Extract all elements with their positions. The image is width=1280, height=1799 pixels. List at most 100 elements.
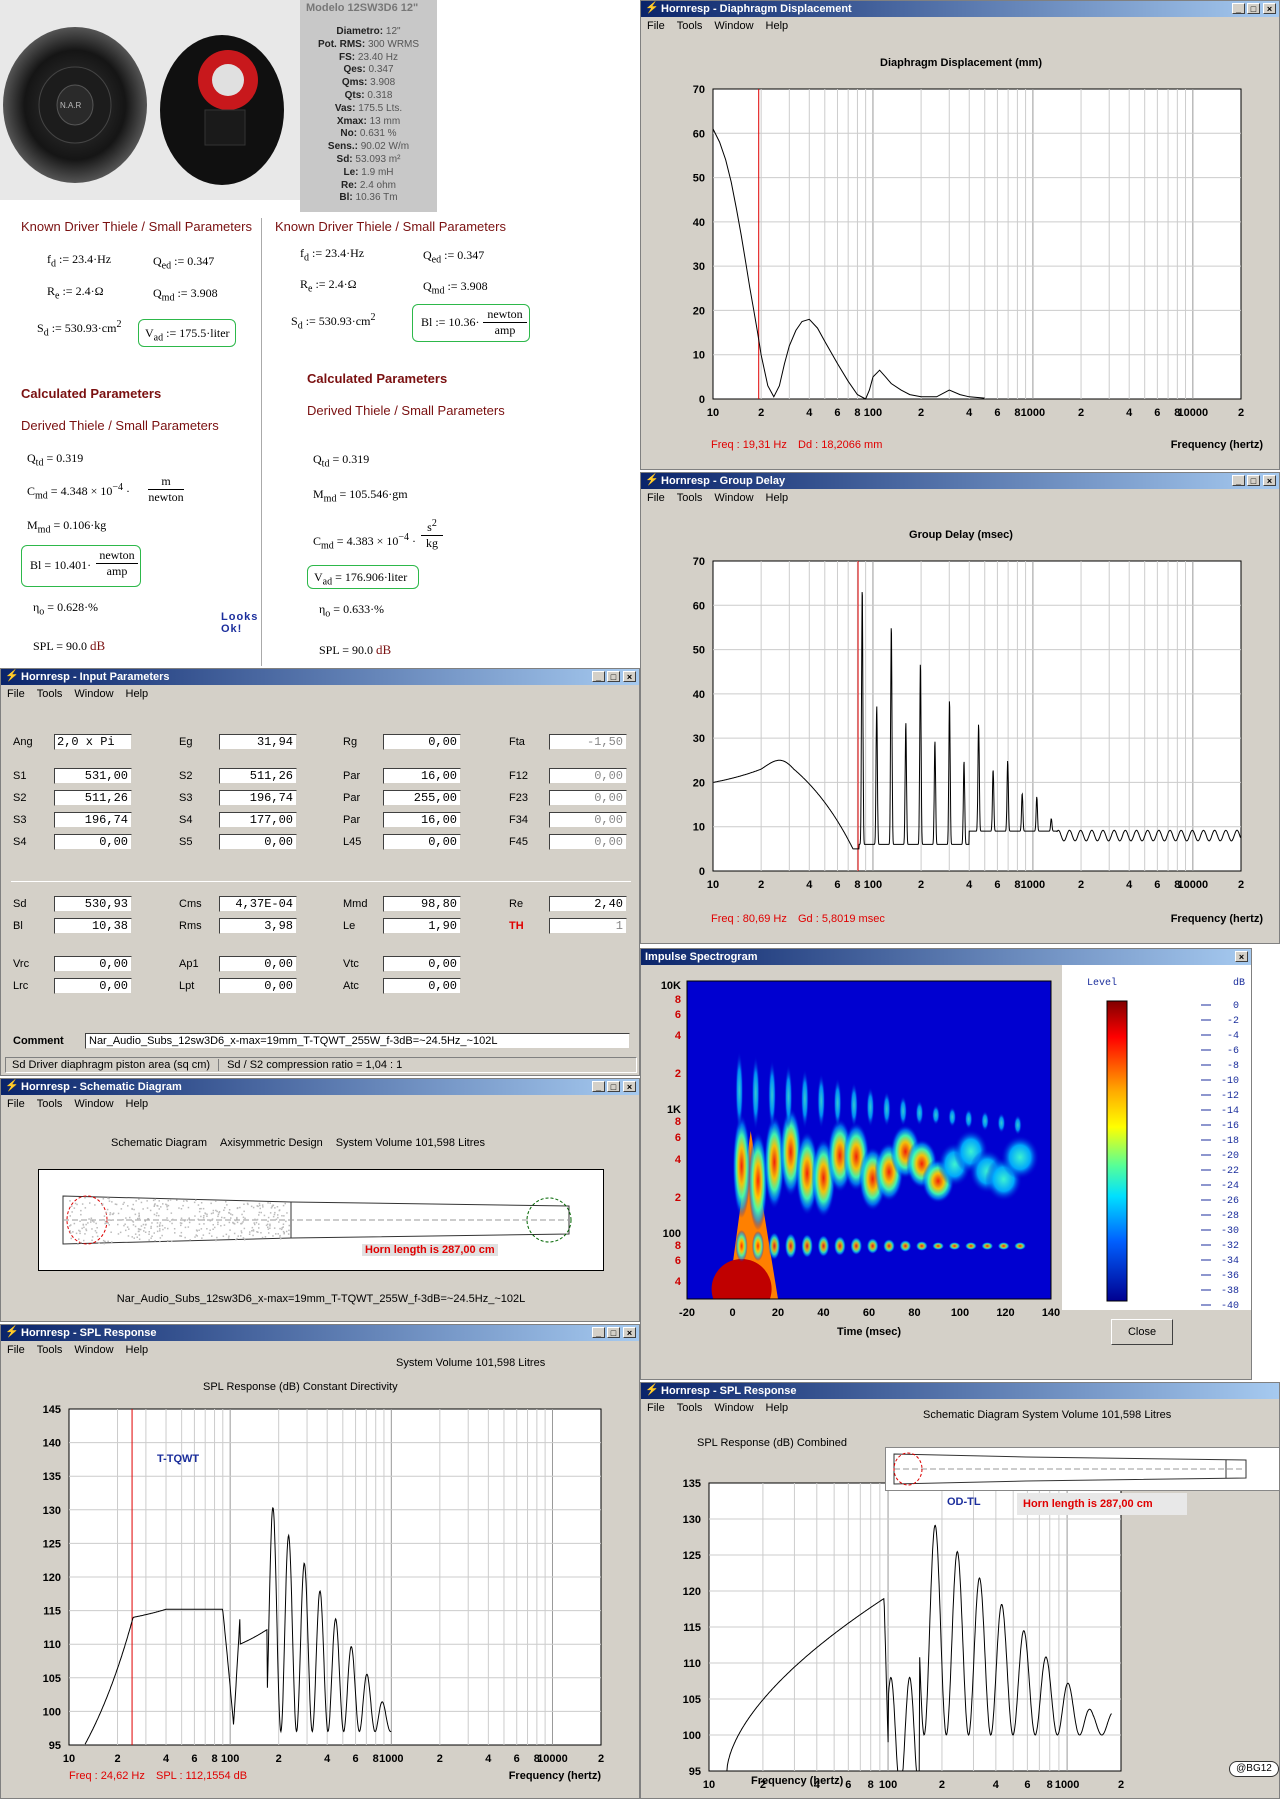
menu-help[interactable]: Help (126, 1098, 149, 1110)
param-field-lrc[interactable]: 0,00 (54, 978, 132, 994)
param-field-sd[interactable]: 530,93 (54, 896, 132, 912)
close-spectrogram-button[interactable]: Close (1111, 1319, 1173, 1345)
spl-value: SPL = 90.0 dB (33, 638, 105, 654)
stuffing-dot (233, 1223, 235, 1225)
param-field-ang[interactable]: 2,0 x Pi (54, 734, 132, 750)
param-field-mmd[interactable]: 98,80 (383, 896, 461, 912)
stuffing-dot (102, 1219, 104, 1221)
y-tick-label: 50 (693, 173, 705, 185)
stuffing-dot (215, 1200, 217, 1202)
param-field-ap1[interactable]: 0,00 (219, 956, 297, 972)
stuffing-dot (107, 1197, 109, 1199)
close-button[interactable]: × (623, 671, 636, 682)
stuffing-dot (128, 1235, 130, 1237)
close-button[interactable]: × (623, 1081, 636, 1092)
menu-tools[interactable]: Tools (37, 688, 63, 700)
menu-file[interactable]: File (7, 1098, 25, 1110)
param-field-fta[interactable]: -1,50 (549, 734, 627, 750)
param-field-par[interactable]: 16,00 (383, 768, 461, 784)
stuffing-dot (285, 1203, 287, 1205)
minimize-button[interactable]: _ (592, 1081, 605, 1092)
param-field-s5[interactable]: 0,00 (219, 834, 297, 850)
comment-input[interactable]: Nar_Audio_Subs_12sw3D6_x-max=19mm_T-TQWT… (85, 1033, 630, 1049)
sd-value: Sd := 530.93·cm2 (37, 319, 121, 338)
x-tick-label: 1000 (1055, 1779, 1079, 1791)
x-tick-label: 4 (1126, 879, 1133, 891)
stuffing-dot (273, 1205, 275, 1207)
stuffing-dot (91, 1228, 93, 1230)
stuffing-dot (243, 1204, 245, 1206)
param-field-re[interactable]: 2,40 (549, 896, 627, 912)
x-tick-label: 60 (863, 1307, 875, 1319)
param-field-lpt[interactable]: 0,00 (219, 978, 297, 994)
stuffing-dot (242, 1221, 244, 1223)
stuffing-dot (203, 1208, 205, 1210)
y-tick-label: 8 (675, 1116, 681, 1128)
param-field-s1[interactable]: 531,00 (54, 768, 132, 784)
stuffing-dot (211, 1213, 213, 1215)
stuffing-dot (133, 1209, 135, 1211)
stuffing-dot (215, 1210, 217, 1212)
energy-streak (768, 1060, 776, 1130)
stuffing-dot (107, 1219, 109, 1221)
param-field-th[interactable]: 1 (549, 918, 627, 934)
x-tick-label: 4 (806, 879, 813, 891)
param-field-bl[interactable]: 10,38 (54, 918, 132, 934)
param-field-vrc[interactable]: 0,00 (54, 956, 132, 972)
stuffing-dot (159, 1230, 161, 1232)
stuffing-dot (105, 1221, 107, 1223)
param-field-par[interactable]: 255,00 (383, 790, 461, 806)
param-label: Cms (179, 896, 202, 912)
menu-window[interactable]: Window (74, 688, 113, 700)
param-field-f34[interactable]: 0,00 (549, 812, 627, 828)
stuffing-dot (150, 1226, 152, 1228)
maximize-button[interactable]: □ (607, 671, 620, 682)
menu-file[interactable]: File (7, 688, 25, 700)
stuffing-dot (258, 1223, 260, 1225)
param-field-cms[interactable]: 4,37E-04 (219, 896, 297, 912)
stuffing-dot (199, 1211, 201, 1213)
stuffing-dot (213, 1224, 215, 1226)
param-field-rms[interactable]: 3,98 (219, 918, 297, 934)
param-field-f45[interactable]: 0,00 (549, 834, 627, 850)
stuffing-dot (237, 1222, 239, 1224)
param-field-rg[interactable]: 0,00 (383, 734, 461, 750)
maximize-button[interactable]: □ (607, 1081, 620, 1092)
close-button[interactable]: × (1235, 951, 1248, 962)
stuffing-dot (148, 1234, 150, 1236)
param-field-f12[interactable]: 0,00 (549, 768, 627, 784)
param-field-l45[interactable]: 0,00 (383, 834, 461, 850)
stuffing-dot (80, 1214, 82, 1216)
param-field-s4[interactable]: 0,00 (54, 834, 132, 850)
energy-blob (899, 1240, 911, 1252)
stuffing-dot (92, 1236, 94, 1238)
y-tick-label: 125 (43, 1538, 61, 1550)
param-field-s2[interactable]: 511,26 (54, 790, 132, 806)
param-field-le[interactable]: 1,90 (383, 918, 461, 934)
derived-title: Derived Thiele / Small Parameters (21, 418, 219, 433)
param-field-s2[interactable]: 511,26 (219, 768, 297, 784)
param-field-eg[interactable]: 31,94 (219, 734, 297, 750)
menu-tools[interactable]: Tools (37, 1098, 63, 1110)
minimize-button[interactable]: _ (592, 671, 605, 682)
param-field-s3[interactable]: 196,74 (219, 790, 297, 806)
stuffing-dot (85, 1197, 87, 1199)
stuffing-dot (198, 1204, 200, 1206)
param-field-par[interactable]: 16,00 (383, 812, 461, 828)
stuffing-dot (220, 1225, 222, 1227)
x-tick-label: 100 (864, 879, 882, 891)
param-field-s4[interactable]: 177,00 (219, 812, 297, 828)
spec-row: Le: 1.9 mH (300, 167, 437, 180)
stuffing-dot (160, 1237, 162, 1239)
param-field-vtc[interactable]: 0,00 (383, 956, 461, 972)
titlebar-input[interactable]: ⚡ Hornresp - Input Parameters _ □ × (1, 669, 639, 685)
menu-window[interactable]: Window (74, 1098, 113, 1110)
param-field-f23[interactable]: 0,00 (549, 790, 627, 806)
titlebar-spectrogram[interactable]: Impulse Spectrogram × (641, 949, 1251, 965)
stuffing-dot (96, 1232, 98, 1234)
stuffing-dot (225, 1201, 227, 1203)
menu-help[interactable]: Help (126, 688, 149, 700)
titlebar-schematic[interactable]: ⚡ Hornresp - Schematic Diagram _ □ × (1, 1079, 639, 1095)
param-field-atc[interactable]: 0,00 (383, 978, 461, 994)
param-field-s3[interactable]: 196,74 (54, 812, 132, 828)
